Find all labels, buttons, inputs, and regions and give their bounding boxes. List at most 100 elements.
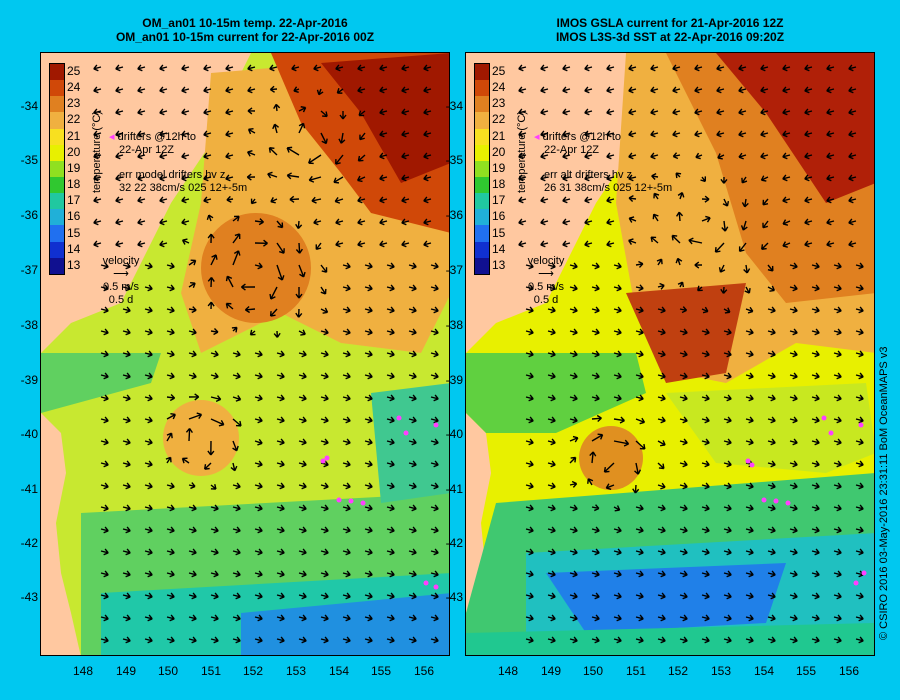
current-arrow [694,261,703,269]
current-arrow [100,372,109,380]
cb-swatch [475,225,489,242]
current-arrow [679,504,688,512]
current-arrow [320,438,329,446]
current-arrow [613,284,622,292]
current-arrow [210,570,219,578]
longitude-tick-label: 154 [753,664,775,678]
current-arrow [613,394,622,402]
current-arrow [804,64,813,72]
current-arrow [826,196,835,204]
current-arrow [518,64,527,72]
current-arrow [767,592,776,600]
current-arrow [525,306,534,314]
left-err-note: err model drifters hv z 32 22 38cm/s 025… [119,169,247,195]
current-arrow [93,218,102,226]
current-arrow [652,213,659,222]
current-arrow [679,328,688,336]
current-arrow [342,570,351,578]
current-arrow [166,372,175,380]
current-arrow [342,482,351,490]
drifter-marker-icon: ◂ [534,131,540,143]
current-arrow [254,394,263,402]
current-arrow [379,108,388,116]
current-arrow [613,636,622,644]
current-arrow [144,416,153,424]
current-arrow [100,482,109,490]
current-arrow [584,108,593,116]
current-arrow [855,262,864,270]
current-arrow [701,416,710,424]
current-arrow [308,175,322,183]
current-arrow [276,482,285,490]
current-arrow [848,152,857,160]
current-arrow [166,328,175,336]
current-arrow [833,306,842,314]
colorbar-tick-label: 15 [492,225,506,240]
current-arrow [144,328,153,336]
current-arrow [333,176,344,184]
current-arrow [342,460,351,468]
current-arrow [232,250,241,266]
current-arrow [525,460,534,468]
current-arrow [723,328,732,336]
current-arrow [760,108,769,116]
current-arrow [833,394,842,402]
current-arrow [525,482,534,490]
current-arrow [342,526,351,534]
current-arrow [657,482,666,490]
current-arrow [745,636,754,644]
current-arrow [628,64,637,72]
current-arrow [606,130,615,138]
current-arrow [782,152,791,160]
current-arrow [423,218,432,226]
current-arrow [320,570,329,578]
current-arrow [679,526,688,534]
cb-swatch [50,128,64,145]
current-arrow [276,570,285,578]
longitude-tick-label: 156 [413,664,435,678]
current-arrow [144,504,153,512]
current-arrow [657,462,665,470]
current-arrow [833,262,842,270]
current-arrow [188,548,197,556]
current-arrow [423,86,432,94]
current-arrow [679,438,688,446]
current-arrow [613,505,621,512]
cb-swatch [50,80,64,97]
current-arrow [635,636,644,644]
current-arrow [276,460,285,468]
current-arrow [293,86,300,93]
current-arrow [364,438,373,446]
current-arrow [745,592,754,600]
current-arrow [430,438,439,446]
current-arrow [628,195,637,203]
current-arrow [826,64,835,72]
current-arrow [342,306,351,314]
current-arrow [745,372,754,380]
current-arrow [547,262,556,270]
colorbar-tick-label: 19 [67,160,81,175]
current-arrow [188,393,200,401]
current-arrow [100,306,109,314]
colorbar-tick-label: 16 [67,209,81,224]
current-arrow [159,240,168,248]
current-arrow [525,592,534,600]
longitude-tick-label: 148 [72,664,94,678]
current-arrow [359,132,366,141]
current-arrow [408,438,417,446]
current-arrow [672,86,681,94]
current-arrow [122,636,131,644]
current-arrow [335,218,344,226]
current-arrow [525,570,534,578]
current-arrow [115,64,124,72]
current-arrow [342,394,351,402]
current-arrow [225,64,234,72]
current-arrow [232,350,241,358]
current-arrow [320,307,329,314]
current-arrow [231,326,238,333]
left-drifters-line1: ◂ drifters @12h to [109,131,196,144]
current-arrow [789,394,798,402]
current-arrow [159,130,168,138]
current-arrow [100,460,109,468]
current-arrow [320,372,329,380]
